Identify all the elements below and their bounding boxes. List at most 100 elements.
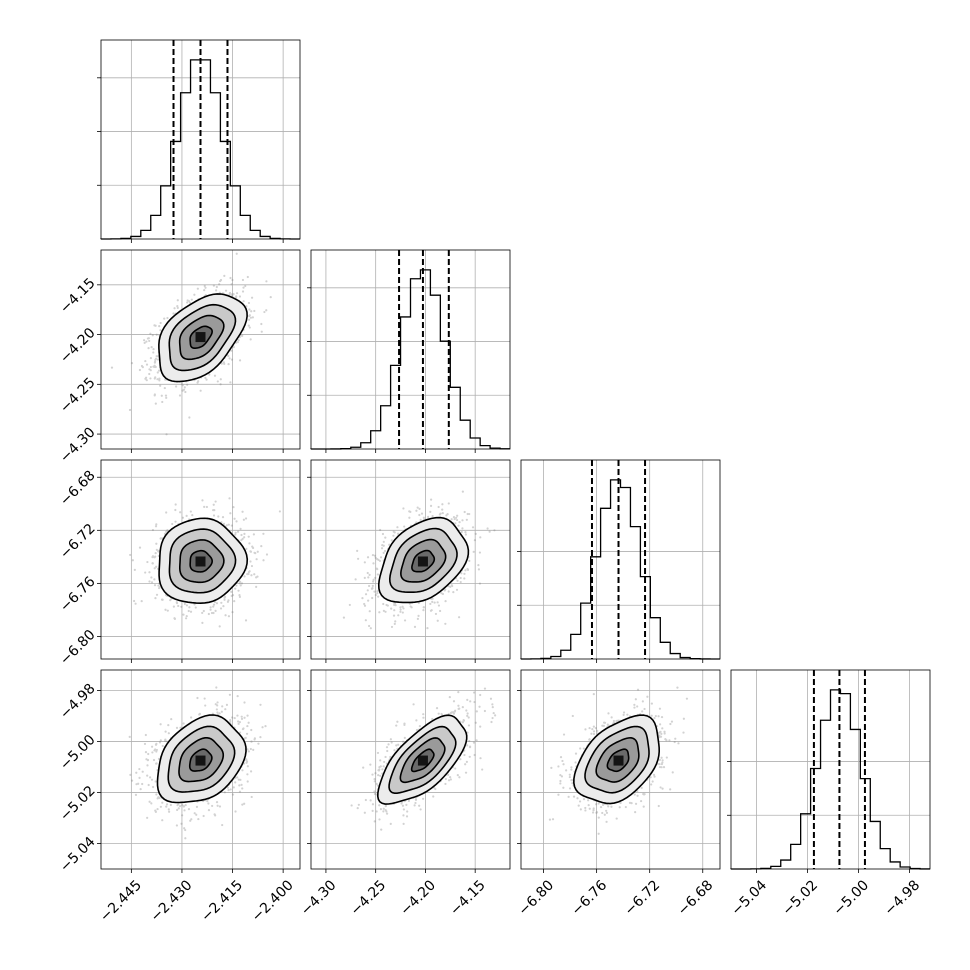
sample-point [155, 748, 158, 752]
sample-point [366, 589, 369, 592]
sample-point [227, 354, 230, 358]
sample-point [579, 808, 582, 811]
sample-point [479, 693, 482, 697]
sample-point [419, 808, 422, 811]
sample-point [641, 700, 644, 703]
sample-point [559, 774, 562, 777]
sample-point [154, 780, 157, 783]
sample-point [166, 529, 169, 532]
sample-point [399, 606, 402, 609]
sample-point [142, 339, 146, 342]
sample-point [245, 761, 248, 764]
scatter-panel-3-2 [517, 669, 721, 873]
sample-point [401, 611, 404, 614]
sample-point [460, 572, 463, 575]
sample-point [374, 593, 377, 597]
sample-point [183, 602, 186, 606]
sample-point [453, 710, 456, 713]
sample-point [186, 299, 189, 302]
sample-point [486, 527, 489, 530]
sample-point [407, 799, 410, 803]
sample-point [622, 713, 625, 716]
sample-point [213, 813, 216, 816]
sample-point [155, 333, 158, 336]
sample-point [574, 752, 578, 755]
sample-point [378, 766, 381, 769]
sample-point [418, 725, 421, 728]
sample-point [241, 769, 244, 772]
sample-point [682, 731, 685, 734]
sample-point [418, 513, 421, 517]
sample-point [257, 742, 260, 745]
sample-point [653, 775, 656, 778]
sample-point [154, 358, 157, 362]
sample-point [342, 616, 346, 619]
sample-point [248, 314, 251, 318]
x-tick-label: −4.25 [348, 877, 390, 919]
sample-point [227, 789, 230, 792]
sample-point [562, 786, 565, 789]
sample-point [383, 760, 386, 764]
sample-point [165, 396, 168, 399]
sample-point [243, 532, 246, 535]
x-tick-label: −4.15 [447, 877, 489, 919]
sample-point [135, 783, 138, 786]
sample-point [138, 776, 141, 780]
sample-point [579, 747, 582, 750]
sample-point [660, 715, 664, 719]
sample-point [372, 578, 375, 581]
sample-point [602, 724, 605, 728]
sample-point [235, 584, 238, 587]
sample-point [454, 522, 457, 525]
sample-point [229, 276, 232, 280]
sample-point [183, 827, 186, 830]
y-tick-label: −6.72 [57, 521, 99, 563]
sample-point [150, 581, 154, 584]
sample-point [601, 811, 604, 815]
sample-point [138, 546, 142, 549]
sample-point [161, 744, 164, 748]
sample-point [367, 624, 371, 628]
sample-point [255, 585, 258, 588]
sample-point [475, 710, 478, 713]
sample-point [650, 783, 653, 786]
sample-point [153, 360, 157, 363]
sample-point [430, 609, 433, 612]
sample-point [180, 605, 183, 608]
sample-point [376, 592, 379, 595]
sample-point [367, 599, 370, 602]
sample-point [431, 600, 434, 603]
sample-point [246, 275, 249, 279]
panel-frame [310, 249, 511, 450]
sample-point [154, 402, 157, 405]
histogram-panel-1 [307, 249, 511, 453]
contour-line [168, 528, 237, 594]
sample-point [236, 530, 240, 533]
sample-point [222, 522, 226, 526]
x-tick-label: −2.430 [148, 877, 196, 925]
contour-line [158, 517, 249, 604]
sample-point [399, 610, 402, 613]
sample-point [642, 793, 646, 796]
sample-point [381, 544, 384, 547]
sample-point [148, 580, 151, 583]
sample-point [588, 738, 591, 741]
sample-point [156, 807, 159, 811]
sample-point [170, 718, 173, 721]
sample-point [630, 802, 633, 805]
sample-point [618, 806, 621, 809]
sample-point [248, 318, 251, 321]
sample-point [429, 602, 432, 606]
sample-point [663, 732, 666, 735]
sample-point [182, 388, 186, 391]
sample-point [175, 824, 178, 827]
sample-point [134, 793, 138, 796]
sample-point [141, 782, 144, 786]
density-peak [195, 556, 206, 567]
sample-point [578, 800, 582, 803]
sample-point [155, 762, 158, 765]
sample-point [214, 289, 218, 292]
sample-point [151, 334, 154, 337]
sample-point [185, 514, 188, 517]
sample-point [412, 703, 415, 706]
